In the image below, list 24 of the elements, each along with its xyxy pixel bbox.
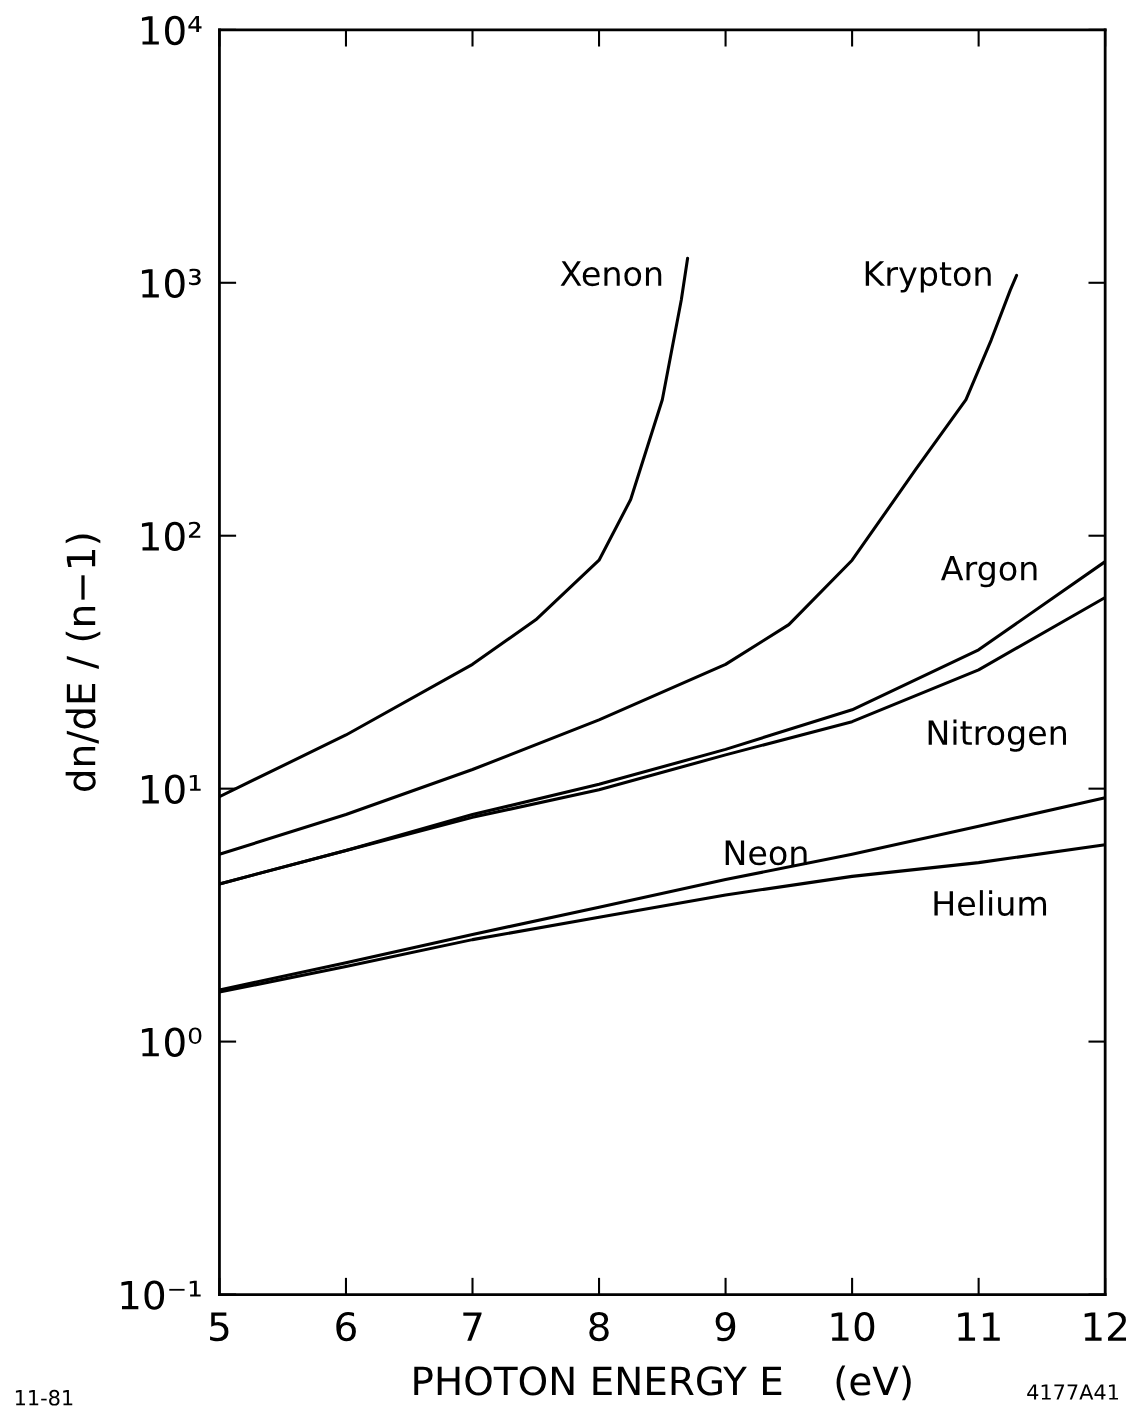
x-tick-label: 6 — [336, 1311, 356, 1342]
text: 4177A41 — [1027, 1384, 1119, 1400]
y-tick-label: 10⁴ — [141, 15, 202, 46]
x-tick-label: 5 — [210, 1312, 229, 1342]
series-label: Xenon — [560, 261, 662, 287]
series-label: Argon — [940, 556, 1037, 588]
x-axis-title: PHOTON ENERGY E (eV) — [414, 1365, 911, 1401]
y-tick-label: 10⁻¹ — [121, 1280, 201, 1310]
series-label: Krypton — [865, 261, 991, 293]
x-tick-label: 11 — [958, 1312, 1000, 1341]
series-label: Helium — [934, 890, 1047, 916]
text: 11-81 — [15, 1389, 73, 1406]
y-tick-label: 10⁰ — [141, 1027, 202, 1057]
x-tick-label: 8 — [589, 1311, 609, 1342]
series-label: Neon — [725, 840, 807, 866]
x-tick-label: 7 — [463, 1312, 482, 1341]
x-tick-label: 12 — [1084, 1311, 1127, 1341]
y-tick-label: 10³ — [141, 268, 201, 299]
y-tick-label: 10¹ — [141, 774, 201, 804]
series-label: Nitrogen — [928, 719, 1066, 752]
y-tick-label: 10² — [141, 521, 201, 552]
x-tick-label: 10 — [831, 1311, 875, 1342]
x-tick-label: 9 — [715, 1311, 736, 1342]
y-axis-title: dn/dE / (n−1) — [65, 534, 101, 791]
